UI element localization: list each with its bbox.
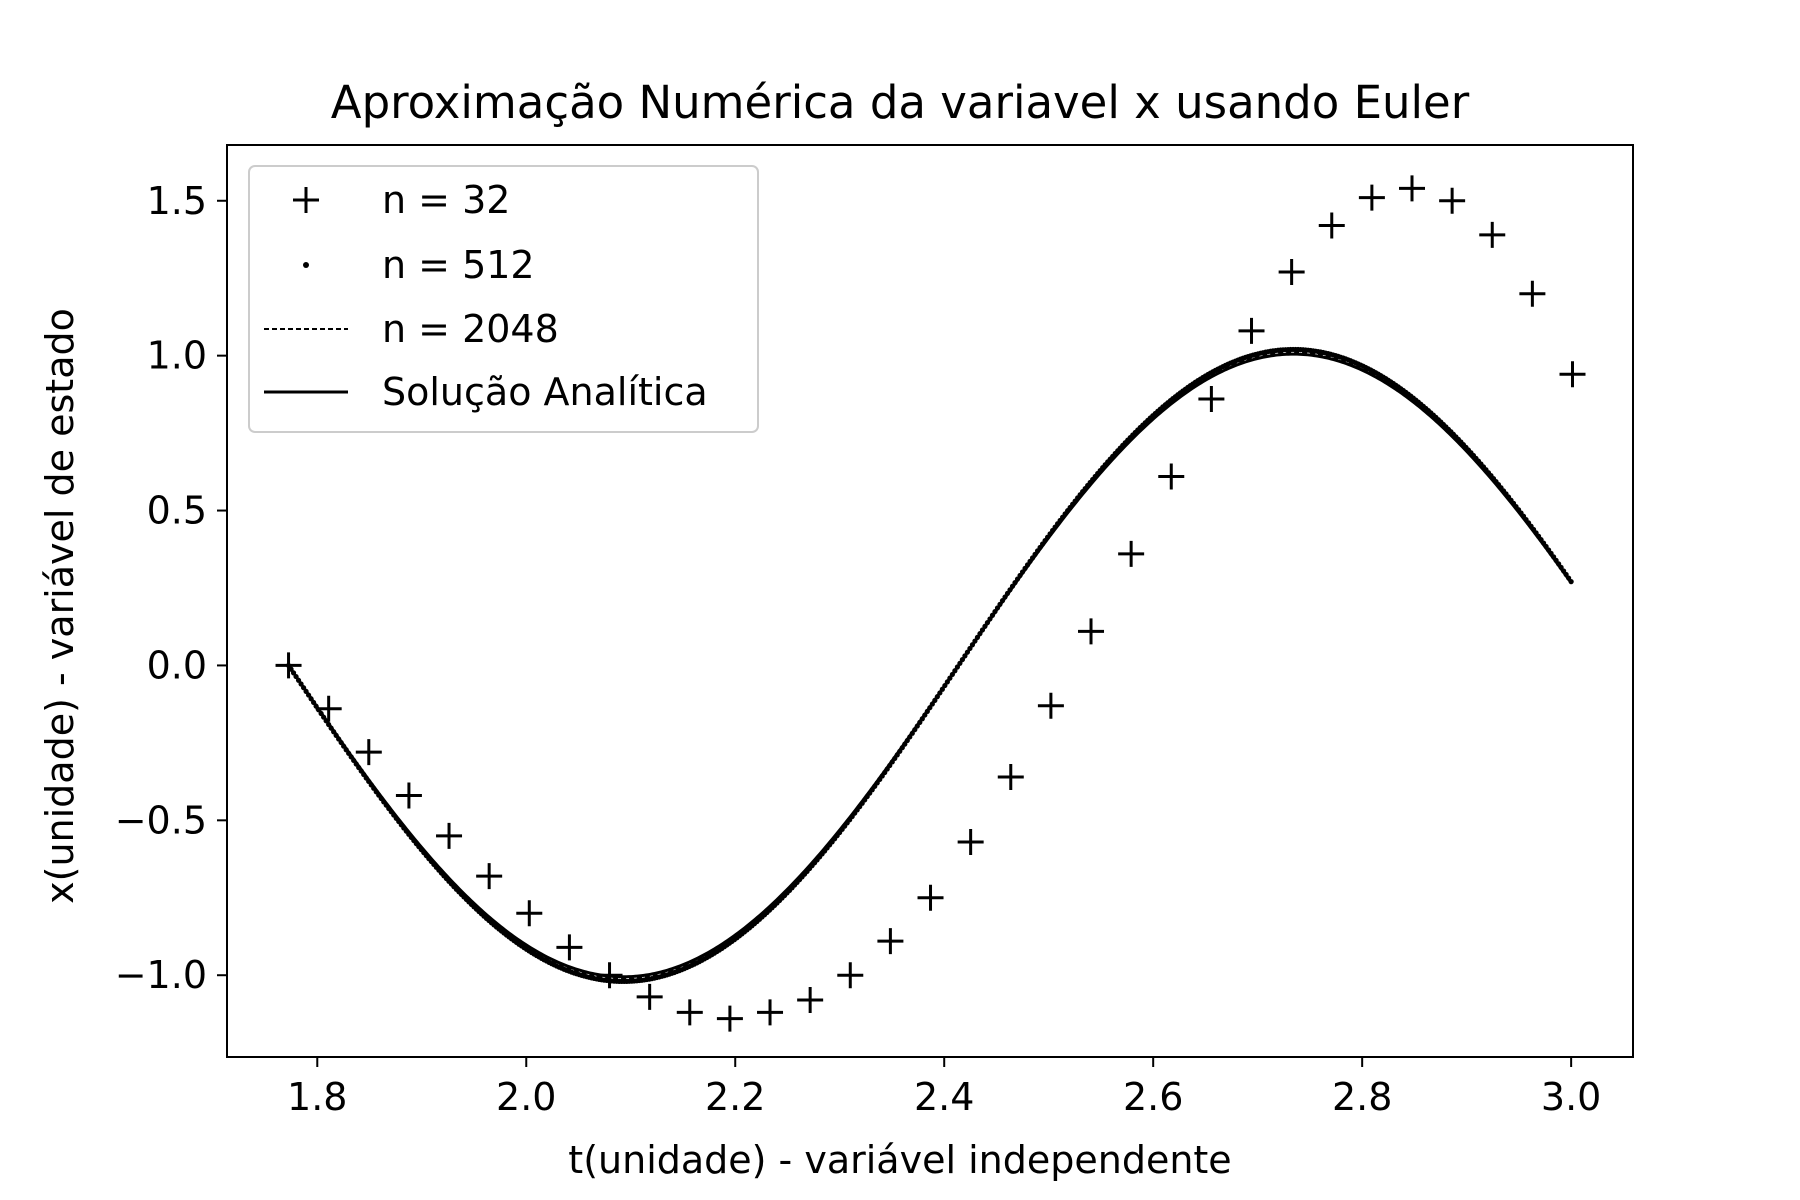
- series-4: [287, 352, 1573, 979]
- plus-marker: [877, 928, 904, 955]
- x-tick-label: 3.0: [1541, 1075, 1601, 1119]
- plus-marker: [556, 934, 583, 961]
- y-tick-label: 1.5: [147, 179, 207, 223]
- plus-marker: [757, 999, 784, 1026]
- plus-marker: [957, 829, 984, 856]
- legend-plus-marker: [293, 187, 319, 213]
- legend-item: n = 2048: [264, 307, 559, 351]
- plus-marker: [1399, 175, 1426, 202]
- plus-marker: [1519, 280, 1546, 307]
- plus-marker: [636, 983, 663, 1010]
- y-tick-label: 0.0: [147, 643, 207, 687]
- plus-marker: [716, 1005, 743, 1032]
- plus-marker: [1118, 540, 1145, 567]
- plus-marker: [1037, 692, 1064, 719]
- legend-label: n = 512: [382, 243, 535, 287]
- plus-marker: [1238, 317, 1265, 344]
- plus-marker: [476, 863, 503, 890]
- plus-marker: [917, 884, 944, 911]
- legend-point-marker: [303, 262, 309, 268]
- plus-marker: [797, 987, 824, 1013]
- y-tick-label: 1.0: [147, 334, 207, 378]
- x-tick-label: 2.2: [705, 1075, 765, 1119]
- x-axis-ticks: 1.8 2.0 2.2 2.4 2.6 2.8 3.0: [287, 1057, 1601, 1119]
- legend-item: n = 32: [293, 178, 510, 222]
- plus-marker: [676, 999, 703, 1026]
- plus-marker: [516, 900, 543, 927]
- analytic-solution-line: [287, 352, 1573, 979]
- x-tick-label: 1.8: [287, 1075, 347, 1119]
- plus-marker: [1278, 259, 1305, 286]
- chart-title: Aproximação Numérica da variavel x usand…: [330, 76, 1470, 129]
- plus-marker: [1559, 361, 1586, 388]
- x-tick-label: 2.8: [1332, 1075, 1392, 1119]
- plus-marker: [997, 763, 1024, 790]
- plus-marker: [837, 962, 864, 989]
- x-tick-label: 2.6: [1123, 1075, 1183, 1119]
- plot-frame: [226, 144, 1634, 1058]
- plus-marker: [1198, 386, 1225, 413]
- y-tick-label: −0.5: [115, 798, 207, 842]
- plus-marker: [1158, 463, 1185, 490]
- legend-box: [248, 165, 759, 433]
- x-axis-label: t(unidade) - variável independente: [568, 1138, 1232, 1182]
- plus-marker: [1078, 618, 1105, 645]
- plus-marker: [1318, 212, 1345, 239]
- legend-item: n = 512: [303, 243, 535, 287]
- series-layer: [275, 175, 1586, 1032]
- legend-label: n = 2048: [382, 307, 559, 351]
- y-axis-ticks: −1.0 −0.5 0.0 0.5 1.0 1.5: [115, 179, 227, 997]
- legend-label: n = 32: [382, 178, 510, 222]
- legend-label: Solução Analítica: [382, 370, 708, 414]
- plus-marker: [395, 782, 422, 809]
- y-tick-label: 0.5: [147, 489, 207, 533]
- plus-marker: [436, 822, 463, 849]
- plus-marker: [1479, 221, 1506, 248]
- x-tick-label: 2.0: [496, 1075, 556, 1119]
- plus-marker: [1358, 184, 1385, 211]
- legend-item: Solução Analítica: [264, 370, 708, 414]
- plus-marker: [355, 739, 382, 766]
- y-tick-label: −1.0: [115, 953, 207, 997]
- x-tick-label: 2.4: [914, 1075, 974, 1119]
- plus-marker: [1439, 187, 1466, 214]
- legend: n = 32 n = 512 n = 2048 Solução Analítica: [248, 165, 759, 433]
